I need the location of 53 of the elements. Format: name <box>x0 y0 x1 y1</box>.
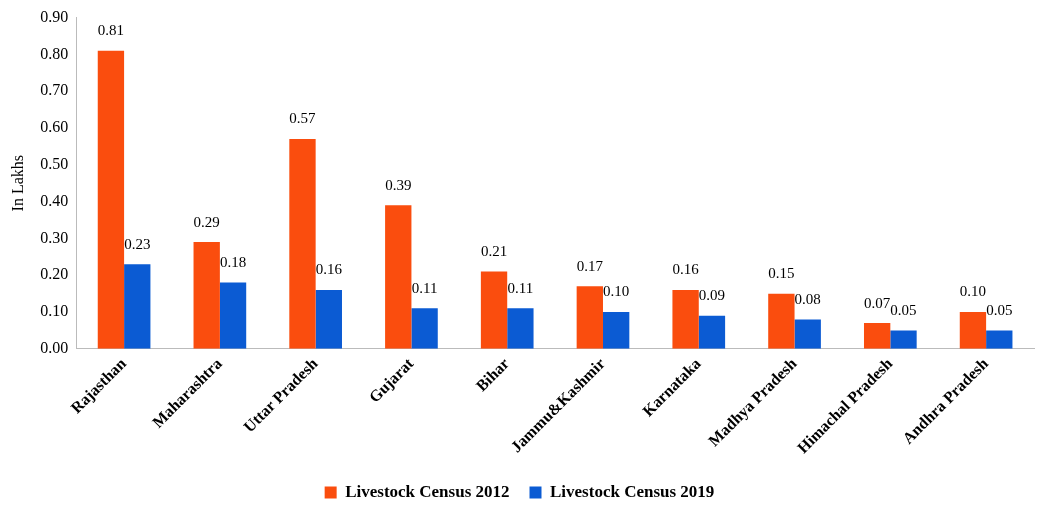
data-label: 0.16 <box>672 261 700 278</box>
bar <box>124 264 151 349</box>
data-label: 0.05 <box>986 301 1013 318</box>
y-tick-label: 0.80 <box>40 44 69 62</box>
data-label: 0.57 <box>289 110 317 127</box>
bar <box>411 308 438 349</box>
data-label: 0.16 <box>315 261 343 278</box>
bar <box>576 286 603 349</box>
data-label: 0.11 <box>411 279 438 296</box>
bar <box>315 289 342 349</box>
bar <box>219 282 247 349</box>
bar <box>193 242 220 349</box>
bar <box>480 271 508 349</box>
bar <box>890 330 917 349</box>
y-tick-label: 0.60 <box>40 118 69 136</box>
data-label: 0.10 <box>959 283 987 300</box>
legend-label: Livestock Census 2019 <box>550 481 715 501</box>
data-label: 0.07 <box>864 294 891 311</box>
data-label: 0.09 <box>698 287 726 304</box>
y-axis-title: In Lakhs <box>8 155 26 212</box>
y-tick-label: 0.70 <box>40 81 69 99</box>
bar <box>698 315 726 349</box>
bar <box>289 139 316 349</box>
bar <box>986 330 1013 349</box>
bar <box>959 312 987 349</box>
legend-label: Livestock Census 2012 <box>345 481 510 501</box>
data-label: 0.21 <box>480 243 508 259</box>
y-tick-label: 0.30 <box>40 228 69 246</box>
data-label: 0.10 <box>603 283 630 300</box>
data-label: 0.08 <box>794 290 821 307</box>
y-tick-label: 0.10 <box>40 302 69 320</box>
bar <box>672 289 699 349</box>
bar <box>97 50 125 349</box>
data-label: 0.05 <box>890 301 917 318</box>
data-label: 0.39 <box>385 176 412 193</box>
data-label: 0.18 <box>219 254 247 271</box>
bar <box>794 319 821 349</box>
bar <box>863 323 891 349</box>
y-tick-label: 0.90 <box>40 7 69 25</box>
data-label: 0.23 <box>124 235 151 252</box>
y-tick-label: 0.20 <box>40 265 69 283</box>
bar <box>768 293 795 349</box>
data-label: 0.81 <box>97 22 125 39</box>
bar <box>602 312 630 349</box>
data-label: 0.29 <box>193 213 220 230</box>
data-label: 0.17 <box>576 257 604 274</box>
data-label: 0.11 <box>507 279 534 296</box>
data-label: 0.15 <box>768 265 795 282</box>
bar <box>507 308 534 349</box>
y-tick-label: 0.40 <box>40 191 69 209</box>
y-tick-label: 0.50 <box>40 155 69 173</box>
bar <box>385 205 412 349</box>
y-tick-label: 0.00 <box>40 339 69 357</box>
